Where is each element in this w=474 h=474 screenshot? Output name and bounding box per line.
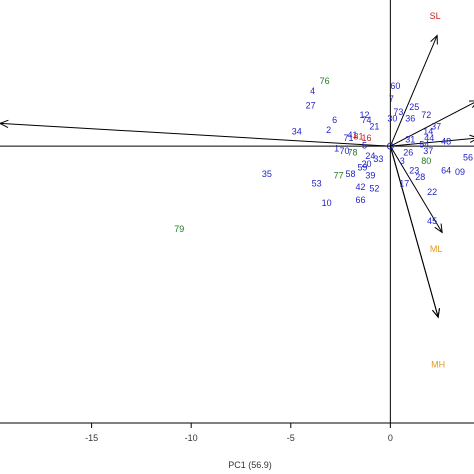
score-point-label: 41 xyxy=(348,130,358,140)
plot-border xyxy=(0,422,474,424)
vector-arrowhead xyxy=(468,100,474,108)
score-point-label: 64 xyxy=(441,166,451,176)
score-point-label: 42 xyxy=(355,182,365,192)
loading-vector: ML xyxy=(389,145,443,254)
score-point-label: 60 xyxy=(390,81,400,91)
x-axis: -20-15-10-50 xyxy=(85,423,393,443)
score-point-label: 28 xyxy=(415,172,425,182)
score-point-label: 12 xyxy=(359,110,369,120)
score-point-label: 27 xyxy=(306,100,316,110)
score-point-label: 6 xyxy=(332,115,337,125)
score-point-label: 44 xyxy=(424,133,434,143)
score-point-label: 53 xyxy=(312,179,322,189)
plot-frame xyxy=(0,422,474,424)
score-point-label: 14 xyxy=(423,127,433,137)
vector-shaft xyxy=(390,102,474,147)
x-tick-label: -5 xyxy=(287,433,295,443)
score-point-label: 72 xyxy=(421,110,431,120)
score-point-label: 23 xyxy=(409,166,419,176)
vector-shaft xyxy=(389,146,439,318)
score-point-label: 30 xyxy=(387,113,397,123)
score-point-label: 37 xyxy=(431,122,441,132)
score-point-label: 74 xyxy=(361,115,371,125)
score-point-label: 33 xyxy=(373,154,383,164)
score-point-label: 81 xyxy=(353,131,363,141)
score-point-label: 70 xyxy=(340,146,350,156)
vector-shaft xyxy=(390,137,474,147)
score-point-label: 39 xyxy=(365,170,375,180)
vector-label: SL xyxy=(430,11,441,21)
score-point-label: 25 xyxy=(409,102,419,112)
score-point-label: 3 xyxy=(400,156,405,166)
score-point-label: 58 xyxy=(346,169,356,179)
vector-arrowhead xyxy=(0,119,9,128)
score-point-label: 78 xyxy=(348,148,358,158)
loading-vector: MH xyxy=(389,146,445,370)
score-point-label: 71 xyxy=(344,133,354,143)
origin-point xyxy=(386,142,394,150)
x-tick-label: -15 xyxy=(85,433,98,443)
vector-arrowhead xyxy=(430,34,438,45)
score-point-label: 73 xyxy=(393,107,403,117)
score-point-label: 4 xyxy=(310,86,315,96)
score-point-label: 24 xyxy=(365,151,375,161)
score-point-label: 34 xyxy=(292,127,302,137)
score-point-label: 22 xyxy=(427,187,437,197)
vector-label: MH xyxy=(431,360,445,370)
vector-arrowhead xyxy=(434,223,443,234)
score-point-label: 77 xyxy=(334,170,344,180)
vector-shaft xyxy=(0,122,391,147)
reference-lines xyxy=(0,0,474,423)
loading-vector xyxy=(0,119,391,147)
loading-vector: SL xyxy=(389,11,441,147)
score-point-label: 59 xyxy=(357,162,367,172)
score-point-label: 37 xyxy=(423,146,433,156)
loading-vector xyxy=(390,134,474,147)
vector-arrowhead xyxy=(469,134,474,143)
score-point-label: 31 xyxy=(405,135,415,145)
score-point-label: 56 xyxy=(463,153,473,163)
score-point-label: 7 xyxy=(389,94,394,104)
score-point-label: 16 xyxy=(361,133,371,143)
score-point-label: 76 xyxy=(320,76,330,86)
score-point-label: 66 xyxy=(355,195,365,205)
vector-label: ML xyxy=(430,244,443,254)
score-point-label: 09 xyxy=(455,167,465,177)
loading-vectors: SL ML MH xyxy=(0,11,474,370)
score-point-label: 79 xyxy=(174,224,184,234)
score-point-label: 21 xyxy=(369,122,379,132)
score-point-label: 36 xyxy=(405,113,415,123)
score-point-label: 1 xyxy=(334,144,339,154)
vector-shaft xyxy=(389,35,438,147)
score-point-label: 5 xyxy=(362,140,367,150)
score-point-label: 54 xyxy=(419,140,429,150)
score-point-label: 17 xyxy=(399,179,409,189)
score-point-label: 52 xyxy=(369,184,379,194)
loading-vector xyxy=(390,100,474,147)
score-point-label: 20 xyxy=(361,159,371,169)
score-point-label: 48 xyxy=(441,136,451,146)
vector-shaft xyxy=(389,145,443,233)
score-point-label: 35 xyxy=(262,169,272,179)
score-point-label: 80 xyxy=(421,156,431,166)
vector-arrowhead xyxy=(432,308,440,319)
x-tick-label: -10 xyxy=(185,433,198,443)
score-point-label: 45 xyxy=(427,216,437,226)
x-tick-label: 0 xyxy=(388,433,393,443)
score-point-label: 26 xyxy=(403,148,413,158)
x-axis-label: PC1 (56.9) xyxy=(228,460,272,470)
score-point-label: 10 xyxy=(322,198,332,208)
score-point-label: 2 xyxy=(326,125,331,135)
